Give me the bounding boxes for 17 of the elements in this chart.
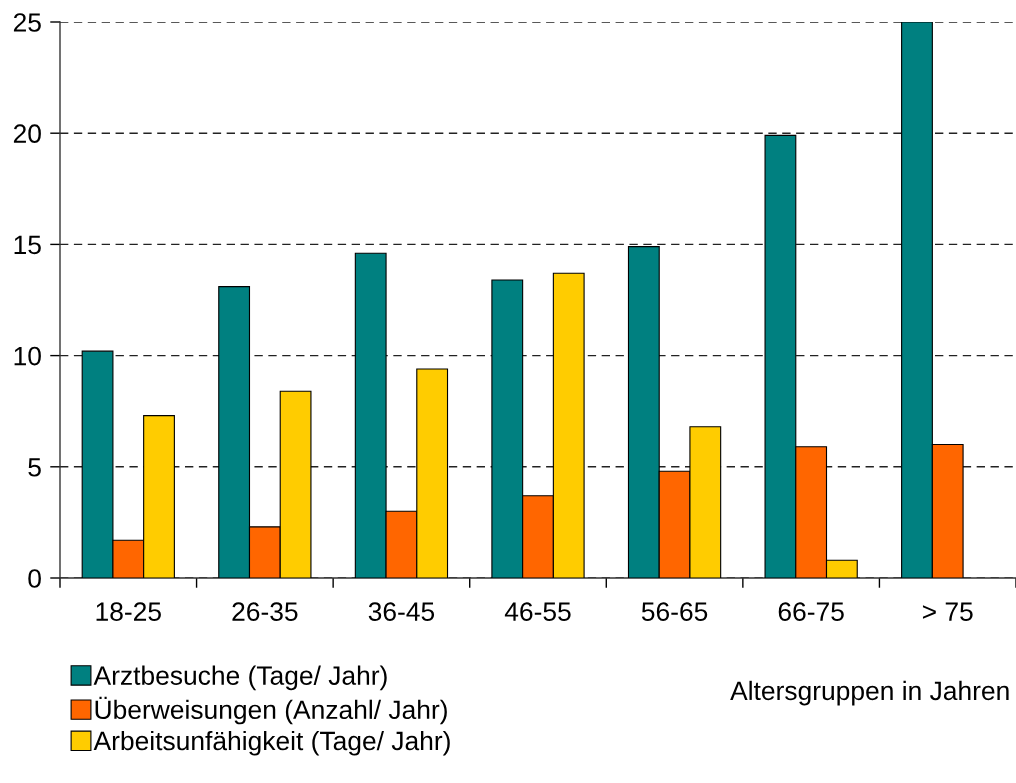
x-axis-title: Altersgruppen in Jahren [730, 680, 1009, 706]
y-tick-label: 10 [14, 346, 41, 366]
x-tick-label: 66-75 [778, 602, 844, 621]
legend-label: Überweisungen (Anzahl/ Jahr) [95, 696, 447, 725]
x-tick-label: 36-45 [368, 602, 435, 621]
x-tick-label: 46-55 [504, 602, 571, 621]
x-tick-label: 18-25 [96, 602, 161, 621]
y-tick-label: 0 [28, 569, 41, 588]
legend-label: Arztbesuche (Tage/ Jahr) [93, 665, 387, 691]
legend-label: Arbeitsunfähigkeit (Tage/ Jahr) [93, 730, 450, 756]
y-tick-label: 5 [28, 458, 41, 477]
y-tick-label: 25 [13, 13, 41, 32]
x-tick-label: 26-35 [232, 602, 298, 621]
y-tick-label: 20 [13, 124, 41, 144]
x-tick-label: 56-65 [641, 602, 708, 621]
y-tick-label: 15 [14, 235, 41, 255]
x-tick-label: > 75 [922, 602, 973, 621]
